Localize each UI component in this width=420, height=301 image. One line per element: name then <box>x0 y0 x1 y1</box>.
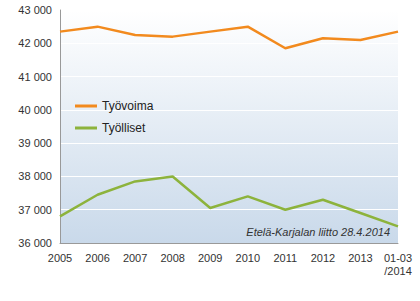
svg-text:2008: 2008 <box>160 252 184 264</box>
svg-text:2007: 2007 <box>123 252 147 264</box>
svg-text:38 000: 38 000 <box>18 170 52 182</box>
svg-text:2006: 2006 <box>85 252 109 264</box>
svg-text:43 000: 43 000 <box>18 4 52 16</box>
svg-text:Työlliset: Työlliset <box>102 121 146 135</box>
svg-text:42 000: 42 000 <box>18 37 52 49</box>
svg-text:Etelä-Karjalan liitto 28.4.201: Etelä-Karjalan liitto 28.4.2014 <box>246 226 390 238</box>
svg-text:/2014: /2014 <box>384 265 412 277</box>
svg-text:37 000: 37 000 <box>18 204 52 216</box>
svg-text:39 000: 39 000 <box>18 137 52 149</box>
svg-text:2011: 2011 <box>274 252 298 264</box>
svg-text:2012: 2012 <box>311 252 335 264</box>
svg-text:2009: 2009 <box>198 252 222 264</box>
svg-text:2013: 2013 <box>348 252 372 264</box>
svg-text:2005: 2005 <box>48 252 72 264</box>
svg-text:2010: 2010 <box>236 252 260 264</box>
svg-text:41 000: 41 000 <box>18 71 52 83</box>
svg-text:36 000: 36 000 <box>18 237 52 249</box>
svg-text:01-03: 01-03 <box>384 252 412 264</box>
svg-text:Työvoima: Työvoima <box>102 99 154 113</box>
svg-text:40 000: 40 000 <box>18 104 52 116</box>
